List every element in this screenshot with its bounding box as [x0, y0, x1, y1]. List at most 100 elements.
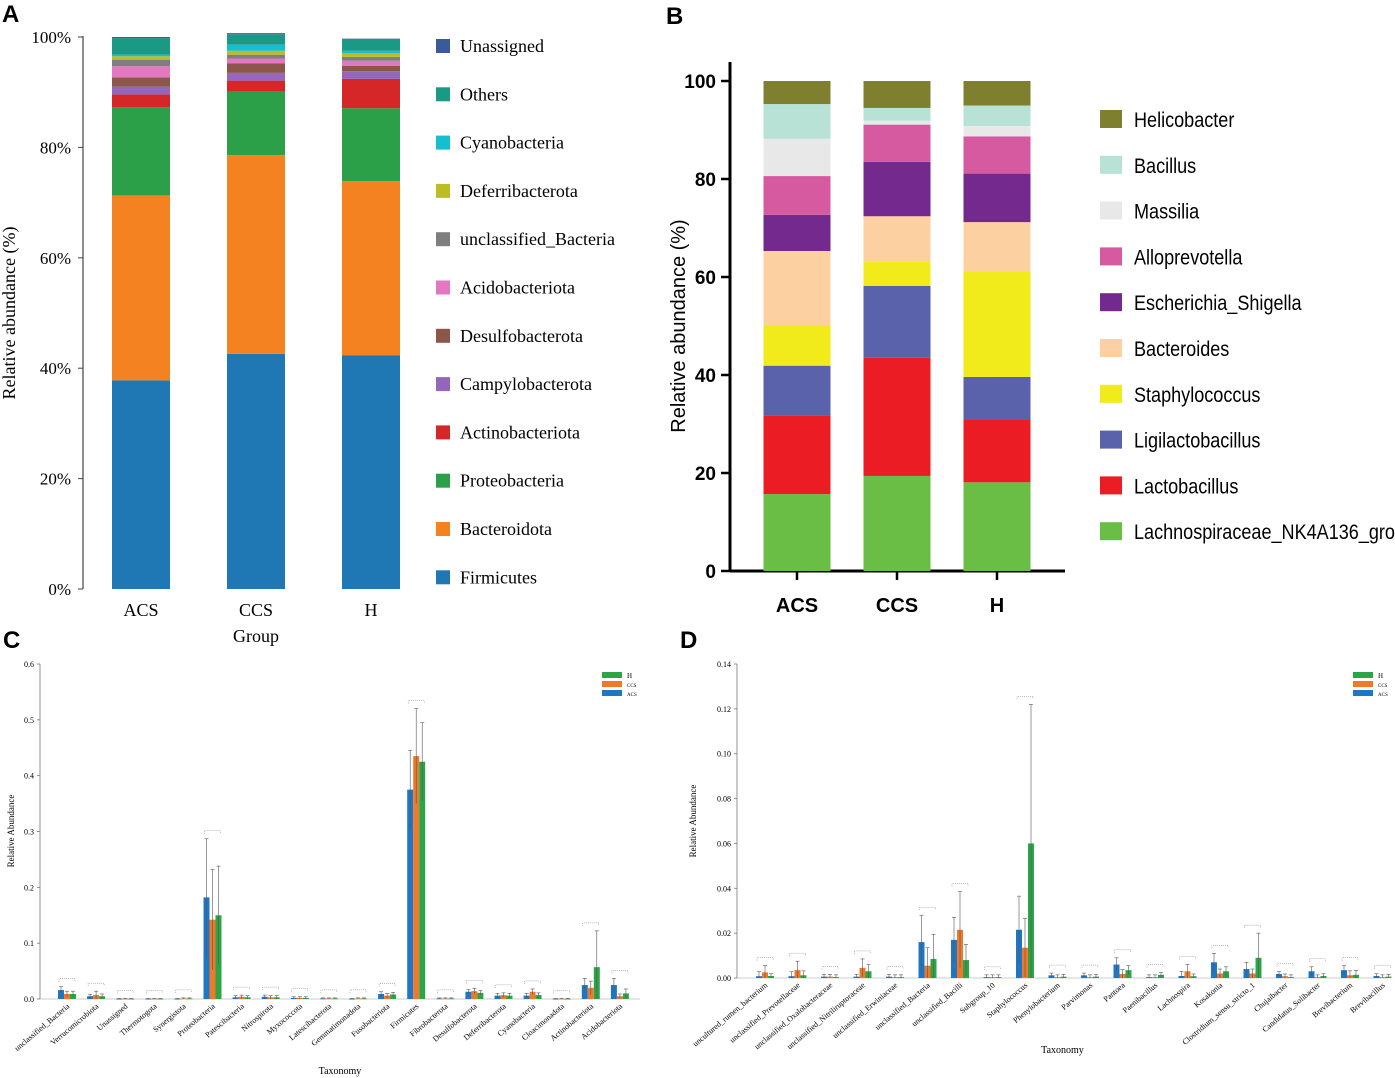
legend-swatch	[602, 681, 622, 687]
legend-label: Bacteroidota	[460, 519, 552, 539]
bar-segment-helicobacter-ccs	[863, 81, 931, 108]
x-tick-label: ACS	[123, 600, 158, 620]
significance-bracket	[495, 984, 512, 988]
significance-bracket	[553, 990, 570, 994]
bar-segment-firmicutes-ccs	[227, 353, 285, 589]
y-tick-label: 40%	[40, 359, 71, 378]
legend-swatch	[1100, 430, 1122, 449]
significance-bracket	[349, 989, 367, 993]
bar-segment-deferribacterota-acs	[112, 56, 170, 60]
y-axis-title: Relative Abundance	[688, 785, 698, 858]
significance-bracket	[291, 988, 309, 992]
panel-label-b: B	[666, 3, 683, 30]
legend-swatch	[1100, 110, 1122, 128]
significance-bracket	[524, 980, 541, 984]
bar-acs-thermotogota	[145, 998, 152, 1000]
legend-swatch	[436, 377, 450, 392]
bar-segment-deferribacterota-h	[342, 53, 400, 57]
bar-segment-ligilactobacillus-acs	[763, 365, 831, 416]
y-tick-label: 0.12	[717, 705, 731, 714]
significance-bracket	[466, 980, 483, 984]
y-tick-label: 0.08	[717, 795, 731, 804]
x-tick-label: CCS	[876, 595, 918, 617]
bar-h-thermotogota	[157, 998, 164, 1000]
legend-label: Escherichia_Shigella	[1134, 292, 1302, 316]
legend-swatch	[602, 672, 622, 678]
significance-bracket	[1244, 924, 1261, 929]
legend-label: Firmicutes	[460, 567, 537, 587]
bar-segment-helicobacter-h	[963, 81, 1031, 106]
x-tick-label: Paenibacillus	[1121, 981, 1159, 1015]
y-tick-label: 0%	[48, 580, 71, 599]
bar-segment-ligilactobacillus-h	[963, 376, 1031, 420]
legend-swatch	[602, 690, 622, 696]
significance-bracket	[789, 952, 806, 957]
legend-swatch	[436, 39, 450, 53]
bar-segment-actinobacteriota-h	[342, 78, 400, 109]
bar-segment-bacteroidota-acs	[112, 195, 170, 381]
legend-label: Deferribacterota	[460, 181, 578, 201]
bar-acs-gemmatimonadota	[349, 998, 355, 1000]
panel-c: C 0.0 0.1 0.2 0.3 0.4 0.5 0.6 Relative Abundance…	[3, 627, 640, 1077]
significance-bracket	[919, 906, 936, 911]
bar-segment-massilia-ccs	[863, 120, 931, 125]
bar-segment-bacteroides-ccs	[863, 216, 931, 262]
bar-segment-bacillus-h	[963, 105, 1031, 127]
legend-swatch	[436, 183, 450, 198]
y-tick-label: 0.14	[717, 660, 731, 669]
legend-swatch	[1100, 247, 1122, 266]
significance-bracket	[1049, 964, 1066, 969]
y-tick-label: 100	[684, 72, 716, 93]
legend-label: Helicobacter	[1134, 109, 1235, 133]
x-tick-label: unclassified_Bacteria	[873, 980, 932, 1031]
bar-ccs-unassigned	[122, 998, 129, 1000]
bar-segment-firmicutes-acs	[112, 380, 170, 589]
x-tick-label: Lachnospira	[1156, 980, 1192, 1013]
legend-label: Bacillus	[1134, 155, 1196, 179]
x-tick-label: Parvimonas	[1060, 981, 1095, 1012]
bar-segment-others-h	[342, 39, 400, 51]
significance-bracket	[951, 883, 969, 887]
bar-h-firmicutes	[419, 761, 426, 999]
bar-segment-deferribacterota-ccs	[227, 50, 285, 55]
panel-label-d: D	[680, 627, 697, 654]
x-tick-label: Pantoea	[1102, 980, 1128, 1003]
x-tick-label: Gemmatimonadota	[310, 1001, 363, 1048]
bar-segment-campylobacterota-ccs	[227, 72, 285, 81]
legend-label: Bacteroides	[1134, 338, 1230, 362]
significance-bracket	[1114, 949, 1131, 953]
legend-label: Alloprevotella	[1134, 246, 1242, 270]
bar-segment-proteobacteria-h	[342, 108, 400, 182]
significance-bracket	[437, 989, 454, 993]
legend-label: Ligilactobacillus	[1134, 429, 1261, 453]
bar-segment-unclassified-bacteria-h	[342, 56, 400, 61]
y-tick-label: 0.6	[24, 660, 34, 669]
bar-segment-bacteroides-h	[963, 222, 1031, 272]
significance-bracket	[320, 989, 338, 993]
x-tick-label: Kosakonia	[1192, 980, 1224, 1009]
bar-segment-massilia-acs	[763, 138, 831, 177]
legend-label: Acidobacteriota	[460, 278, 575, 298]
bar-ccs-cyanobacteria	[529, 991, 536, 999]
x-axis-title: Taxonomy	[319, 1066, 362, 1077]
bar-segment-escherichia-shigella-acs	[763, 214, 831, 252]
bar-h-cloacimonadota	[564, 998, 571, 1000]
legend-swatch	[436, 522, 450, 536]
y-tick-label: 0.4	[24, 772, 34, 781]
legend-swatch	[436, 328, 450, 343]
significance-bracket	[582, 922, 600, 926]
significance-bracket	[1016, 696, 1034, 700]
legend-swatch	[1353, 672, 1373, 678]
legend-swatch	[436, 280, 450, 295]
significance-bracket	[854, 950, 871, 954]
y-tick-label: 0.00	[717, 974, 731, 983]
legend-label: Cyanobacteria	[460, 133, 564, 153]
y-tick-label: 0.1	[24, 939, 34, 948]
bar-segment-desulfobacterota-h	[342, 65, 400, 72]
y-tick-label: 40	[695, 366, 716, 387]
bar-acs-firmicutes	[407, 789, 414, 999]
significance-bracket	[611, 970, 629, 974]
bar-segment-bacillus-ccs	[863, 107, 931, 121]
y-tick-label: 0	[705, 562, 716, 583]
